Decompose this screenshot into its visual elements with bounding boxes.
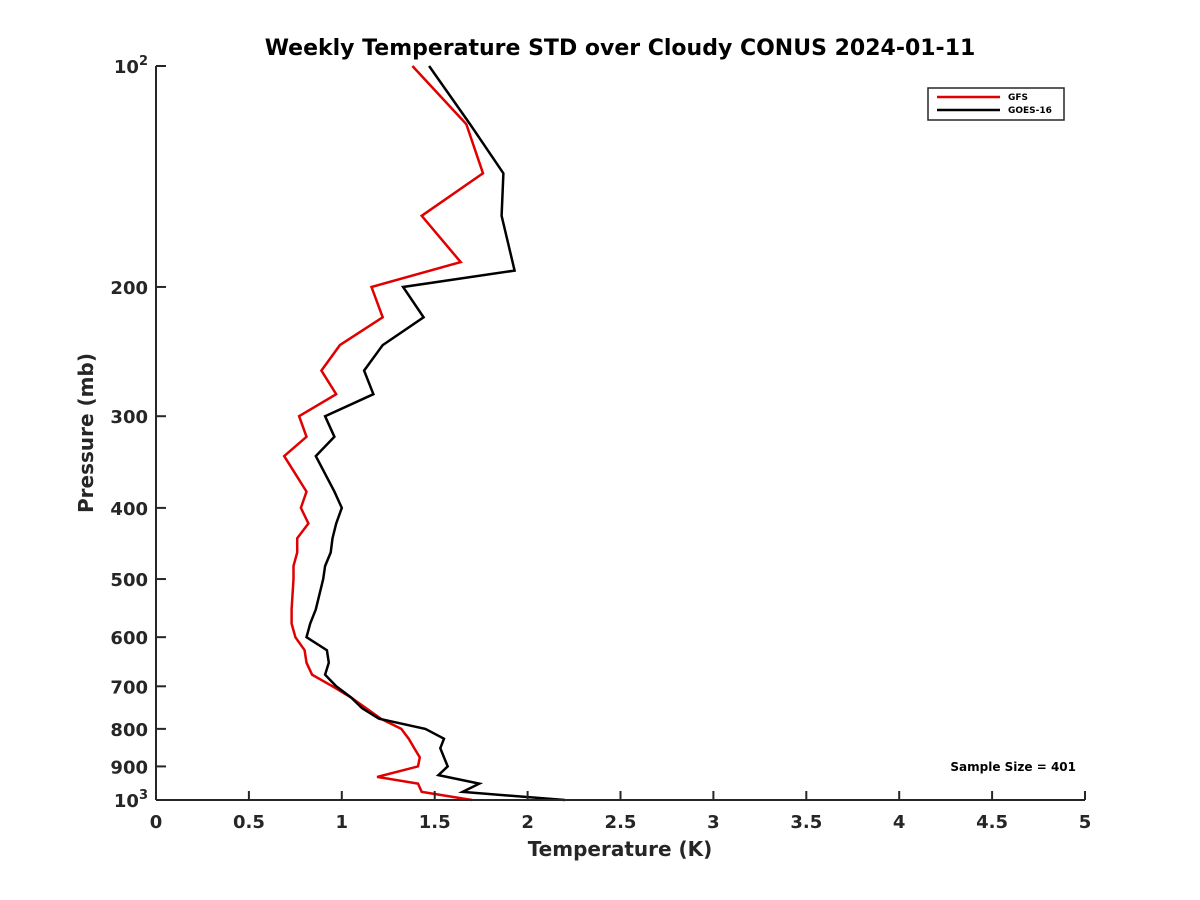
legend: GFS GOES-16 (927, 87, 1065, 121)
series-line-gfs (282, 65, 485, 802)
y-tick-label: 103 (114, 788, 148, 812)
x-tick-label: 2.5 (605, 812, 637, 833)
x-tick-label: 1.5 (419, 812, 451, 833)
x-tick-label: 4 (893, 812, 906, 833)
y-tick-label: 400 (110, 499, 148, 520)
y-tick-label: 600 (110, 628, 148, 649)
y-tick-label: 900 (110, 757, 148, 778)
x-tick-label: 3.5 (790, 812, 822, 833)
axes-layer (155, 66, 1085, 801)
series-line-goes16 (305, 65, 565, 802)
legend-label-gfs: GFS (1008, 93, 1028, 103)
x-tick-label: 1 (336, 812, 349, 833)
x-tick-label: 5 (1079, 812, 1092, 833)
x-axis-label: Temperature (K) (528, 837, 713, 861)
y-tick-label: 700 (110, 677, 148, 698)
series-layer (282, 65, 565, 802)
y-axis-label: Pressure (mb) (74, 353, 98, 513)
legend-label-goes16: GOES-16 (1008, 106, 1052, 116)
x-tick-label: 3 (707, 812, 720, 833)
y-axis-label-group: Pressure (mb) (74, 353, 98, 513)
x-tick-label: 0 (150, 812, 163, 833)
legend-box (927, 87, 1065, 121)
y-tick-label: 200 (110, 278, 148, 299)
y-tick-label: 500 (110, 570, 148, 591)
ticks-layer: 0 0.5 1 1.5 2 2.5 3 3.5 4 4.5 5 102 200 300 400 500 600 7… (110, 54, 1091, 833)
sample-size-annotation: Sample Size = 401 (950, 760, 1076, 774)
y-tick-label: 102 (114, 54, 148, 78)
x-tick-label: 0.5 (233, 812, 265, 833)
y-tick-label: 300 (110, 407, 148, 428)
x-tick-label: 4.5 (976, 812, 1008, 833)
y-tick-label: 800 (110, 720, 148, 741)
x-tick-label: 2 (521, 812, 534, 833)
chart-title: Weekly Temperature STD over Cloudy CONUS… (265, 36, 976, 61)
